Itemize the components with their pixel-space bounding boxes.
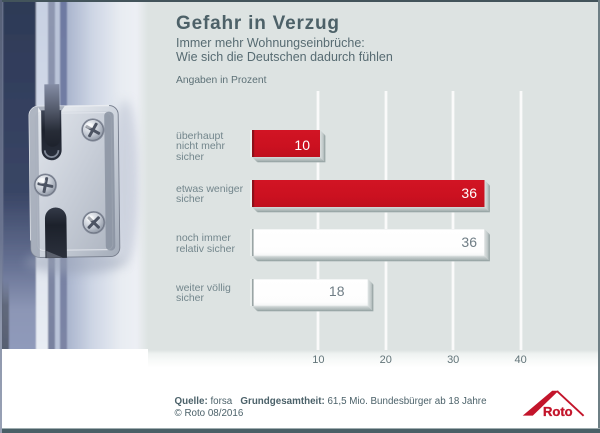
svg-text:Roto: Roto bbox=[543, 404, 573, 419]
